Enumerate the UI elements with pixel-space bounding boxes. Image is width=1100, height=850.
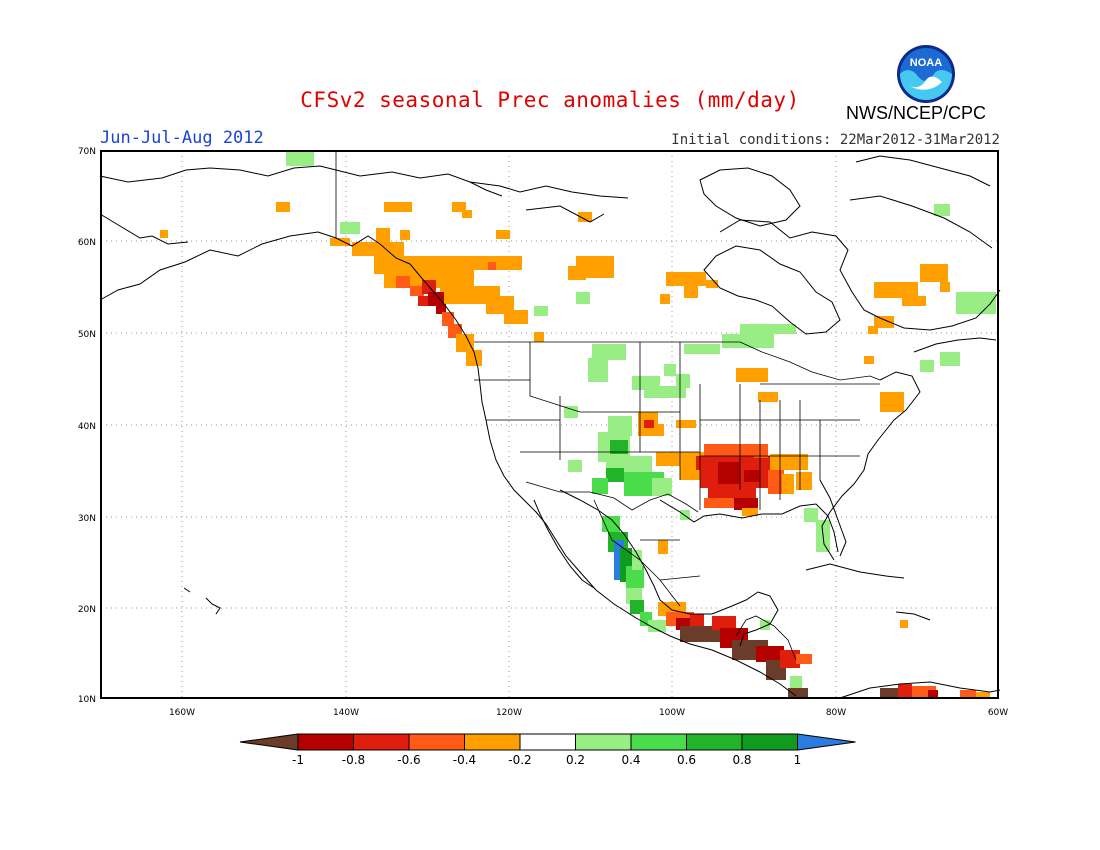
- colorbar-label: -0.2: [508, 753, 531, 767]
- lat-label-60n: 60N: [78, 238, 96, 248]
- colorbar-label: -0.6: [397, 753, 420, 767]
- lon-label-120w: 120W: [496, 708, 522, 718]
- colorbar-segment: [408, 733, 465, 751]
- colorbar-segment: [519, 733, 576, 751]
- colorbar-segment: [353, 733, 410, 751]
- colorbar-segment: [741, 733, 798, 751]
- lat-labels: 70N 60N 50N 40N 30N 20N 10N: [78, 147, 96, 705]
- colorbar-label: 0.8: [732, 753, 751, 767]
- colorbar-segment: [464, 733, 521, 751]
- colorbar-segment: [686, 733, 743, 751]
- colorbar-label: 0.6: [677, 753, 696, 767]
- anomaly-cells: [160, 150, 996, 698]
- lat-label-20n: 20N: [78, 605, 96, 615]
- colorbar-label: -1: [292, 753, 304, 767]
- colorbar-label: 0.4: [621, 753, 640, 767]
- coastlines: [99, 155, 1001, 699]
- lat-label-30n: 30N: [78, 514, 96, 524]
- lat-label-50n: 50N: [78, 330, 96, 340]
- agency-label: NWS/NCEP/CPC: [846, 103, 987, 123]
- lat-label-70n: 70N: [78, 147, 96, 157]
- lat-label-40n: 40N: [78, 422, 96, 432]
- colorbar-label: 1: [794, 753, 802, 767]
- political-borders: [335, 152, 881, 661]
- colorbar-segments: [239, 733, 856, 751]
- noaa-logo: NOAA: [897, 45, 955, 103]
- colorbar-label: -0.8: [342, 753, 365, 767]
- lon-label-140w: 140W: [333, 708, 359, 718]
- colorbar-segment: [575, 733, 632, 751]
- map-title: CFSv2 seasonal Prec anomalies (mm/day): [300, 88, 800, 112]
- lon-label-160w: 160W: [169, 708, 195, 718]
- lon-label-100w: 100W: [659, 708, 685, 718]
- colorbar-arrow-low: [239, 733, 299, 751]
- colorbar-segment: [297, 733, 354, 751]
- colorbar-labels: -1 -0.8 -0.6 -0.4 -0.2 0.2 0.4 0.6 0.8 1: [292, 753, 801, 767]
- colorbar-label: 0.2: [566, 753, 585, 767]
- lon-label-60w: 60W: [988, 708, 1008, 718]
- lon-labels: 160W 140W 120W 100W 80W 60W: [169, 708, 1008, 718]
- colorbar-segment: [630, 733, 687, 751]
- map-frame: [100, 150, 999, 699]
- initial-conditions-label: Initial conditions: 22Mar2012-31Mar2012: [671, 132, 1000, 148]
- noaa-logo-text: NOAA: [910, 57, 942, 69]
- colorbar-arrow-high: [797, 733, 856, 751]
- lat-label-10n: 10N: [78, 695, 96, 705]
- lon-label-80w: 80W: [826, 708, 846, 718]
- colorbar-label: -0.4: [453, 753, 476, 767]
- season-label: Jun-Jul-Aug 2012: [100, 128, 264, 148]
